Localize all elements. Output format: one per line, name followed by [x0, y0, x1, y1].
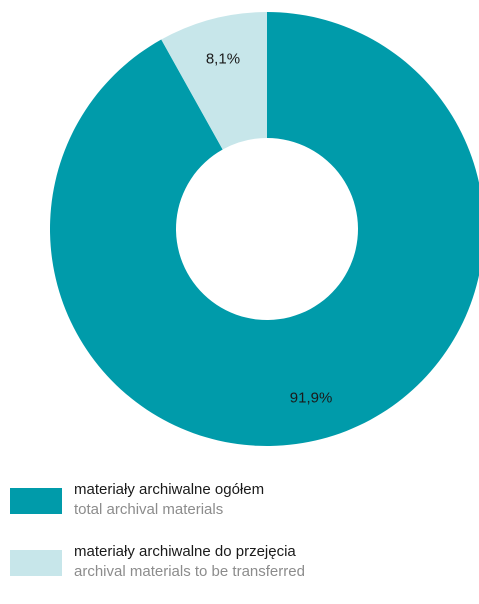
legend-swatch-to-transfer	[10, 550, 62, 576]
legend-text-total: materiały archiwalne ogółem total archiv…	[74, 480, 264, 520]
slice-to-transfer	[161, 12, 267, 150]
legend-item-to-transfer: materiały archiwalne do przejęcia archiv…	[10, 542, 470, 580]
slice-to-transfer-value-label: 8,1%	[206, 51, 240, 68]
legend-text-to-transfer: materiały archiwalne do przejęcia archiv…	[74, 542, 305, 582]
legend-label-pl-to-transfer: materiały archiwalne do przejęcia	[74, 543, 296, 560]
legend-label-pl-total: materiały archiwalne ogółem	[74, 481, 265, 498]
legend-label-en-to-transfer: archival materials to be transferred	[74, 563, 305, 580]
legend-swatch-total	[10, 488, 62, 514]
legend-label-en-total: total archival materials	[74, 501, 224, 518]
slice-total	[50, 12, 479, 446]
slice-total-value-label: 91,9%	[290, 389, 333, 406]
legend: materiały archiwalne ogółem total archiv…	[10, 480, 470, 604]
donut-chart: 91,9% 8,1%	[50, 12, 479, 446]
legend-item-total: materiały archiwalne ogółem total archiv…	[10, 480, 470, 518]
donut-slices	[50, 12, 479, 446]
slice-labels: 91,9% 8,1%	[206, 51, 332, 407]
